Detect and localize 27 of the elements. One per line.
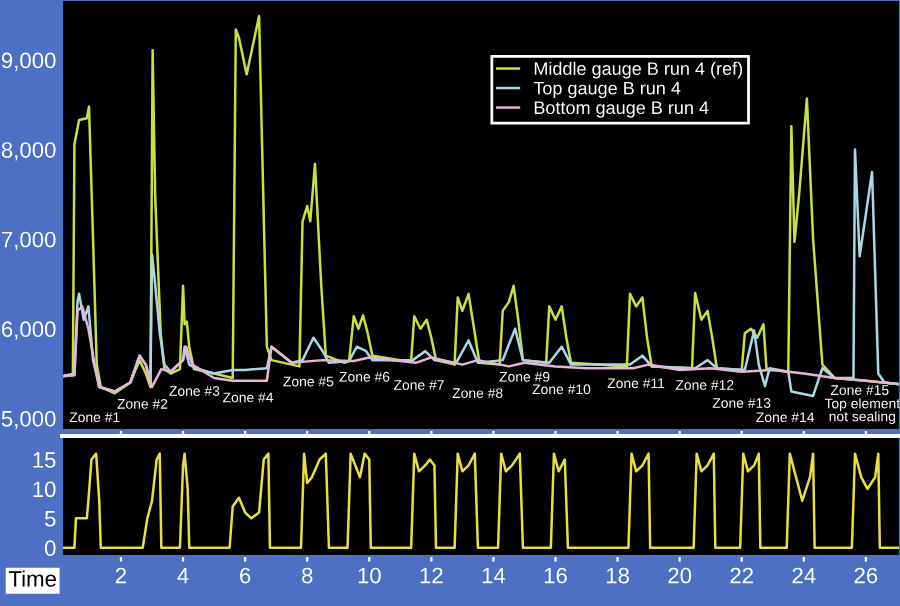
y-tick-label: 6,000 [1,321,56,340]
x-tick-label: 6 [240,567,251,584]
y-tick-label: 10 [33,481,56,498]
y-tick-label: 7,000 [1,231,56,251]
x-tick-label: 8 [301,567,313,584]
x-tick-label: 22 [730,567,753,584]
x-tick-label: 12 [420,567,443,584]
legend-label: Bottom gauge B run 4 [534,101,709,118]
x-tick-label: 4 [177,567,189,584]
y-tick-label: 5,000 [1,410,56,430]
legend-label: Middle gauge B run 4 (ref) [534,61,742,79]
y-tick-label: 8,000 [1,142,56,161]
line-series [62,452,900,550]
x-tick-label: 10 [358,567,381,584]
x-tick-label: 26 [854,567,878,584]
x-tick-label: 2 [115,567,127,584]
x-tick-label: 18 [606,567,629,584]
y-tick-label: 15 [33,452,56,468]
legend-label: Top gauge B run 4 [533,81,681,99]
x-tick-label: 24 [792,567,816,584]
y-tick-label: 9,000 [1,52,56,71]
x-tick-label: 14 [482,567,506,584]
x-tick-label: 20 [668,567,692,584]
x-axis-title: Time [8,570,56,587]
y-tick-label: 0 [44,540,56,557]
y-tick-label: 5 [44,511,56,527]
x-tick-label: 16 [544,567,567,584]
